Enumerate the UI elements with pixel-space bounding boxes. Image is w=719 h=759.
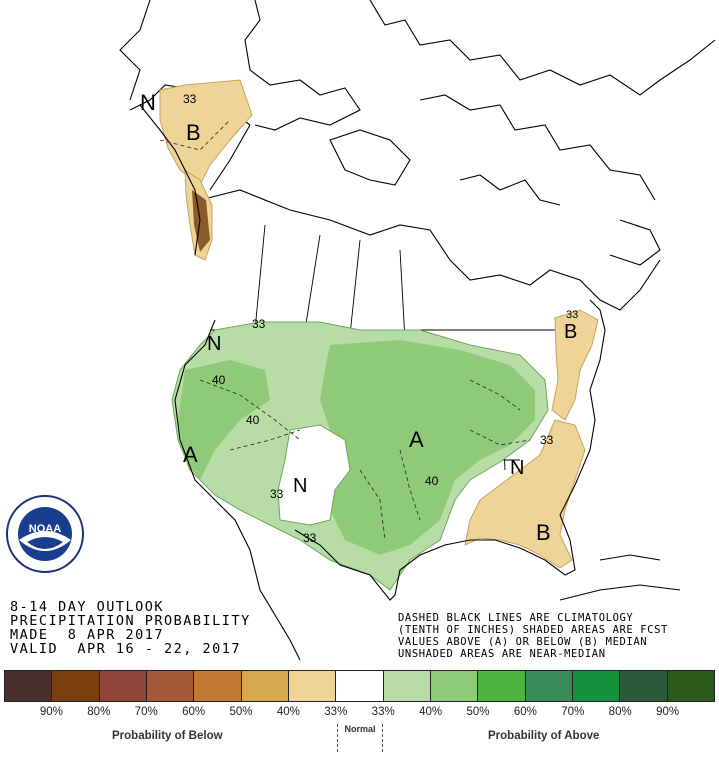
legend-tick-label: 90% bbox=[656, 706, 680, 718]
legend-swatch-13 bbox=[571, 670, 620, 702]
alaska-outline bbox=[119, 0, 201, 256]
legend-tick-label: 80% bbox=[608, 706, 632, 718]
note-line-1: DASHED BLACK LINES ARE CLIMATOLOGY bbox=[398, 612, 634, 624]
interior-darker-above bbox=[320, 340, 535, 555]
legend-tick-label: 40% bbox=[419, 706, 443, 718]
legend-tick-label: 70% bbox=[561, 706, 585, 718]
legend-swatch-6 bbox=[240, 670, 288, 702]
southwest-33-label: 33 bbox=[270, 487, 284, 501]
note-line-2: (TENTH OF INCHES) SHADED AREAS ARE FCST bbox=[398, 624, 668, 636]
southwest-near-normal bbox=[277, 424, 351, 526]
climatology-lines bbox=[159, 119, 531, 541]
alaska-N-label: N bbox=[140, 90, 156, 115]
southeast-N-label: N bbox=[510, 457, 524, 479]
legend-tick-label: 33% bbox=[371, 706, 395, 718]
legend-swatch-4 bbox=[145, 670, 194, 702]
west-40-label: 40 bbox=[212, 373, 226, 387]
outlook-title: 8-14 DAY OUTLOOK PRECIPITATION PROBABILI… bbox=[10, 600, 251, 656]
noaa-logo: NOAA bbox=[6, 495, 84, 573]
title-line-4: VALID APR 16 - 22, 2017 bbox=[10, 641, 242, 657]
outlook-map: N 33 B N 33 40 40 A 33 N 33 A 40 33 B 33… bbox=[119, 0, 716, 661]
legend-swatch-11 bbox=[477, 670, 525, 702]
legend-tick-label: 60% bbox=[182, 706, 206, 718]
noaa-logo-text: NOAA bbox=[29, 523, 61, 535]
alaska-below-area bbox=[159, 79, 253, 186]
legend-swatch-8 bbox=[335, 670, 383, 702]
probability-legend bbox=[4, 670, 715, 702]
note-line-4: UNSHADED AREAS ARE NEAR-MEDIAN bbox=[398, 648, 606, 660]
legend-swatch-2 bbox=[51, 670, 99, 702]
southwest-N-label: N bbox=[293, 475, 307, 497]
legend-tick-label: 70% bbox=[134, 706, 158, 718]
pnw-dark-strip bbox=[192, 190, 210, 252]
west-coast-darker-above bbox=[178, 360, 270, 480]
legend-swatch-1 bbox=[4, 670, 52, 702]
west-A-label: A bbox=[183, 442, 198, 467]
pnw-N-label: N bbox=[207, 333, 221, 355]
title-line-3: MADE 8 APR 2017 bbox=[10, 627, 165, 643]
legend-swatch-9 bbox=[382, 670, 430, 702]
legend-swatch-14 bbox=[619, 670, 667, 702]
title-line-1: 8-14 DAY OUTLOOK bbox=[10, 599, 165, 615]
conus-outline bbox=[174, 299, 681, 661]
plains-40-label: 40 bbox=[425, 474, 439, 488]
northeast-33-label: 33 bbox=[566, 309, 578, 321]
note-line-3: VALUES ABOVE (A) OR BELOW (B) MEDIAN bbox=[398, 636, 648, 648]
legend-tick-label: 40% bbox=[276, 706, 300, 718]
legend-swatch-10 bbox=[429, 670, 478, 702]
plains-A-label: A bbox=[409, 427, 424, 452]
alaska-33-label: 33 bbox=[183, 92, 197, 106]
southwest-33b-label: 33 bbox=[303, 531, 317, 545]
legend-tick-label: 50% bbox=[466, 706, 490, 718]
alaska-B-label: B bbox=[186, 120, 201, 145]
pnw-33-label: 33 bbox=[252, 317, 266, 331]
southeast-below-area bbox=[464, 419, 586, 569]
southeast-33-label: 33 bbox=[540, 433, 554, 447]
legend-tick-label: 90% bbox=[39, 706, 63, 718]
legend-tick-label: 50% bbox=[229, 706, 253, 718]
legend-tick-label: 80% bbox=[87, 706, 111, 718]
legend-tick-label: 60% bbox=[513, 706, 537, 718]
legend-tick-label: 33% bbox=[324, 706, 348, 718]
normal-label: Normal bbox=[337, 724, 383, 752]
title-line-2: PRECIPITATION PROBABILITY bbox=[10, 613, 251, 629]
legend-swatch-5 bbox=[193, 670, 241, 702]
above-label: Probability of Above bbox=[488, 730, 600, 742]
legend-swatch-15 bbox=[666, 670, 715, 702]
legend-swatch-7 bbox=[287, 670, 336, 702]
northeast-below-area bbox=[551, 309, 599, 421]
southeast-B-label: B bbox=[536, 520, 551, 545]
west-40b-label: 40 bbox=[246, 413, 260, 427]
map-notes: DASHED BLACK LINES ARE CLIMATOLOGY (TENT… bbox=[398, 612, 668, 660]
below-label: Probability of Below bbox=[112, 730, 223, 742]
legend-swatch-3 bbox=[98, 670, 146, 702]
legend-swatch-12 bbox=[524, 670, 572, 702]
northeast-B-label: B bbox=[564, 321, 577, 343]
